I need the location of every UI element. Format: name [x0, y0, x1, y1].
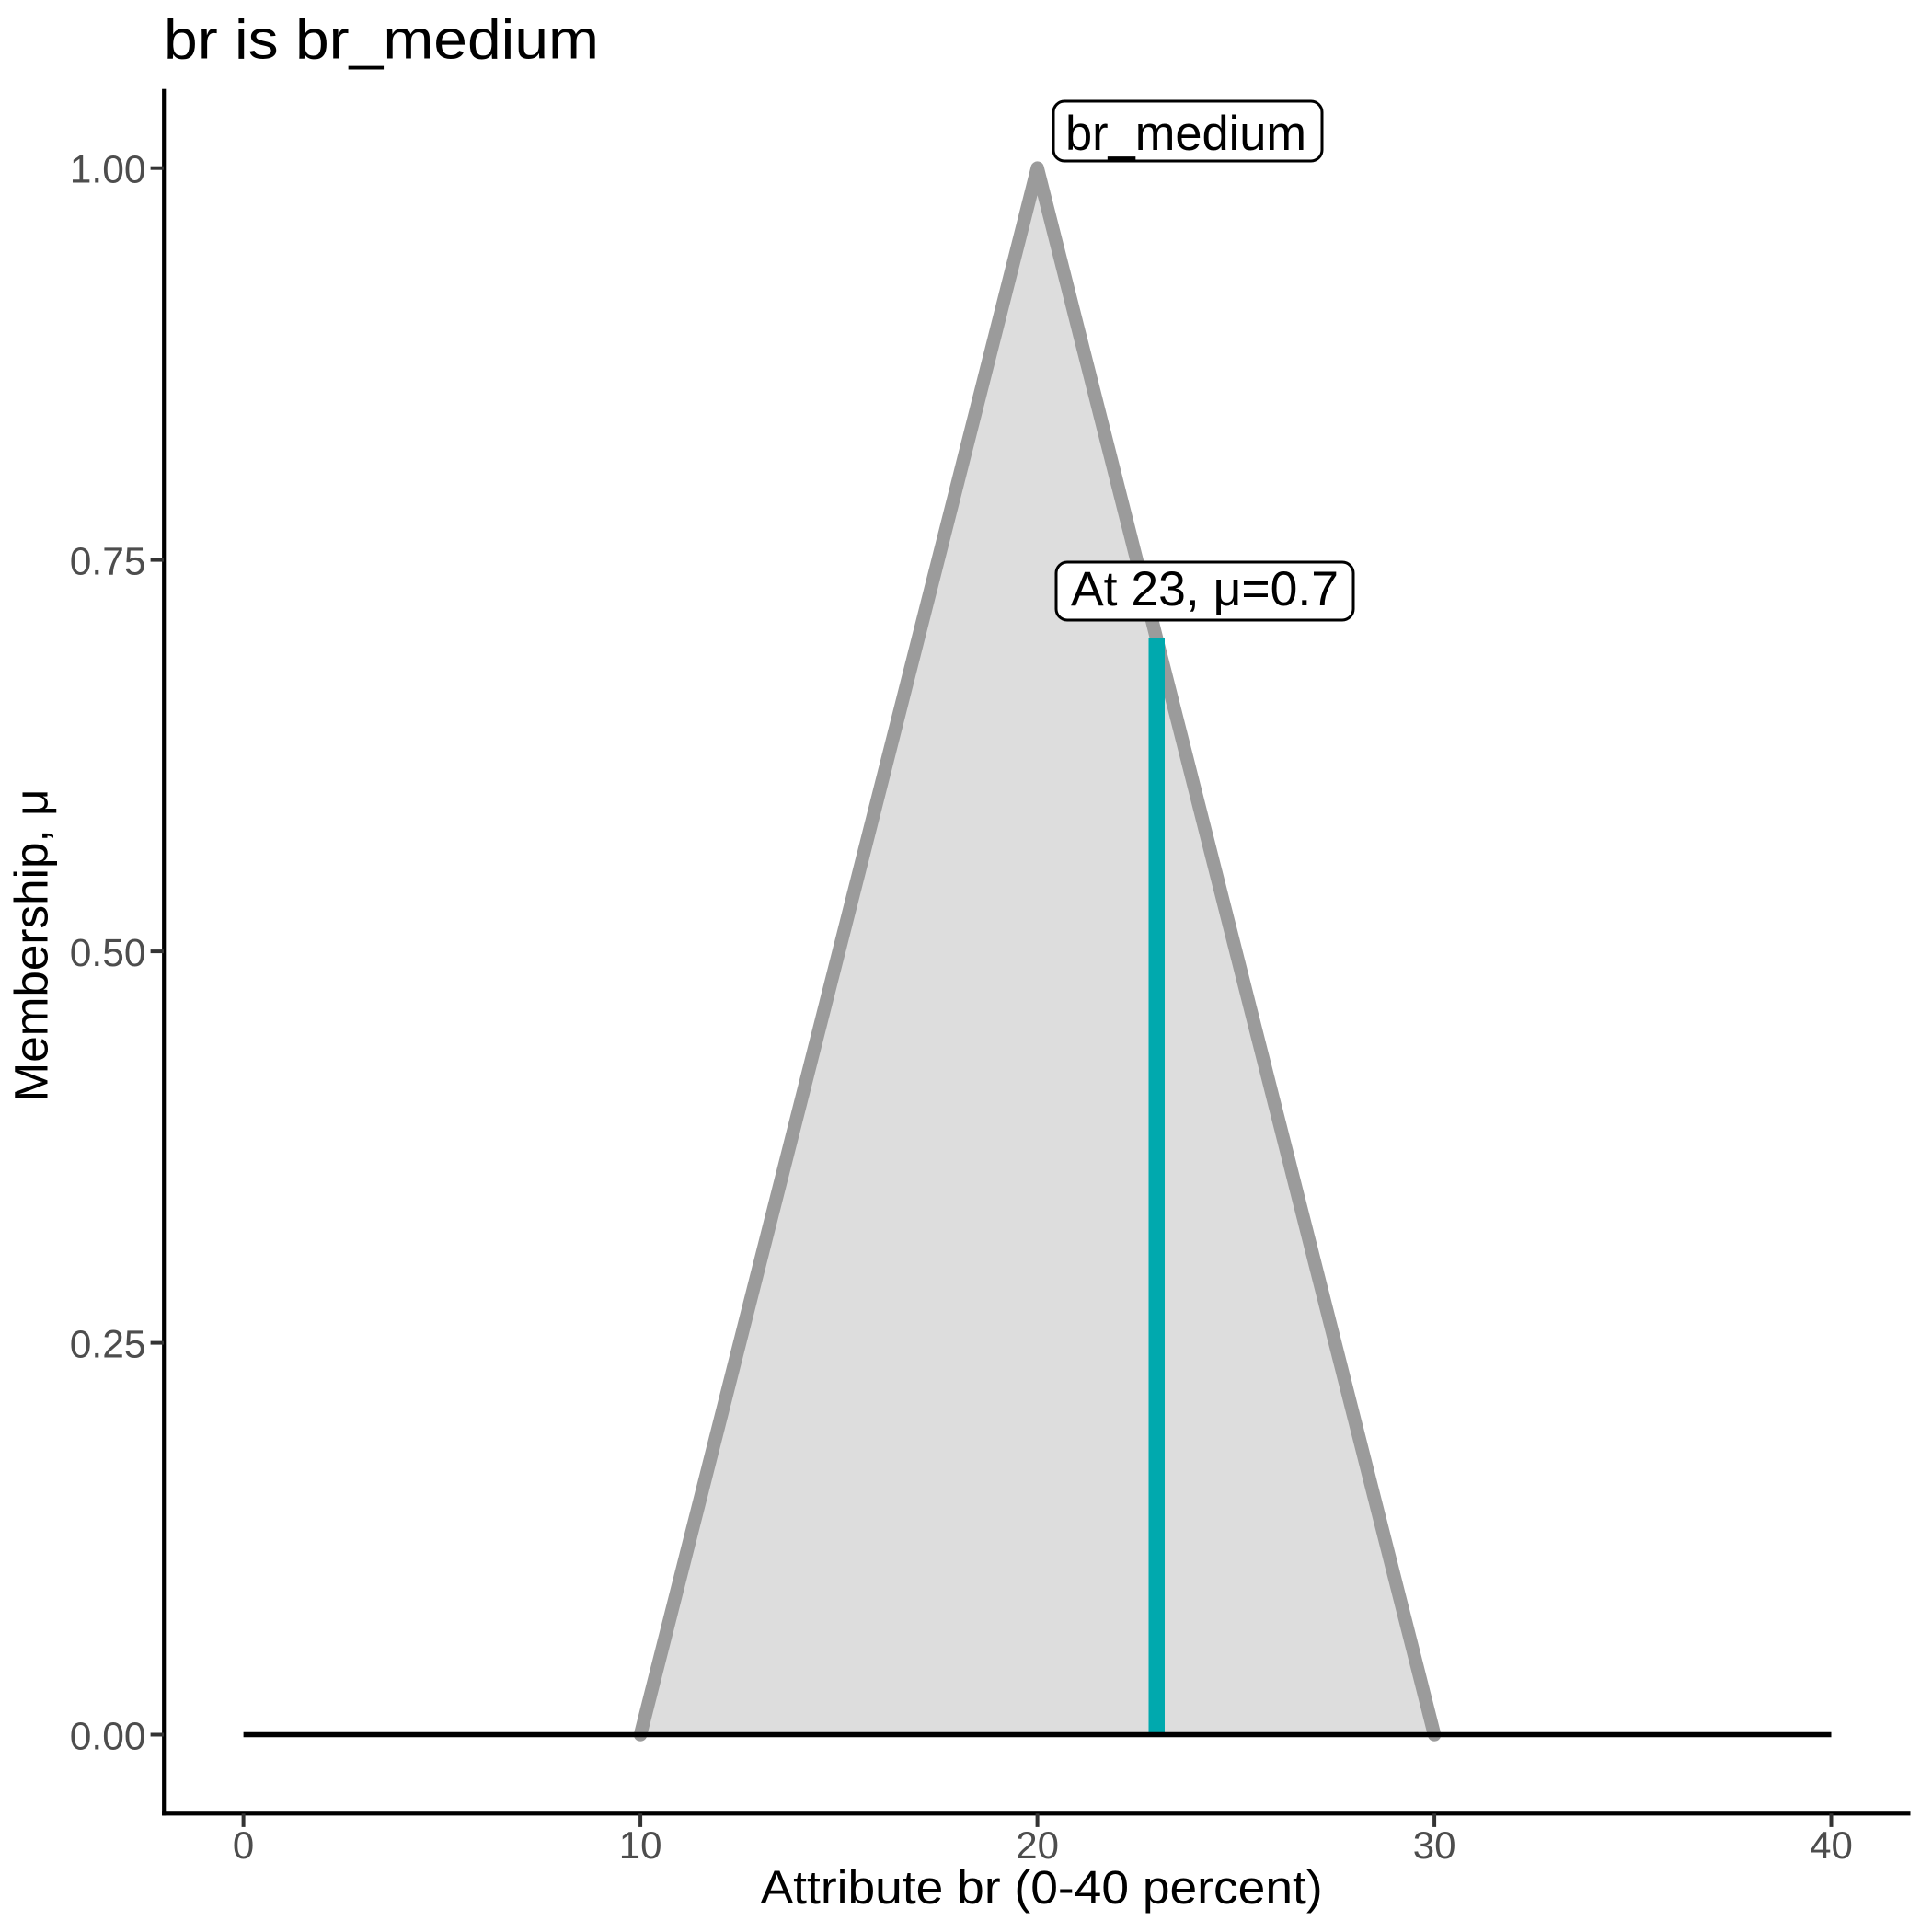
svg-text:br is br_medium: br is br_medium — [164, 9, 599, 71]
svg-text:1.00: 1.00 — [70, 149, 146, 192]
svg-text:30: 30 — [1413, 1823, 1456, 1867]
svg-text:20: 20 — [1016, 1823, 1059, 1867]
svg-text:0.75: 0.75 — [70, 541, 146, 584]
svg-text:0.50: 0.50 — [70, 932, 146, 975]
svg-text:0.00: 0.00 — [70, 1715, 146, 1758]
svg-text:Membership, μ: Membership, μ — [6, 789, 58, 1102]
svg-text:At 23, μ=0.7: At 23, μ=0.7 — [1071, 562, 1339, 616]
svg-text:10: 10 — [619, 1823, 662, 1867]
svg-text:0: 0 — [233, 1823, 254, 1867]
svg-text:br_medium: br_medium — [1065, 107, 1306, 161]
svg-text:0.25: 0.25 — [70, 1324, 146, 1367]
svg-text:Attribute br (0-40 percent): Attribute br (0-40 percent) — [761, 1861, 1323, 1914]
svg-text:40: 40 — [1810, 1823, 1853, 1867]
